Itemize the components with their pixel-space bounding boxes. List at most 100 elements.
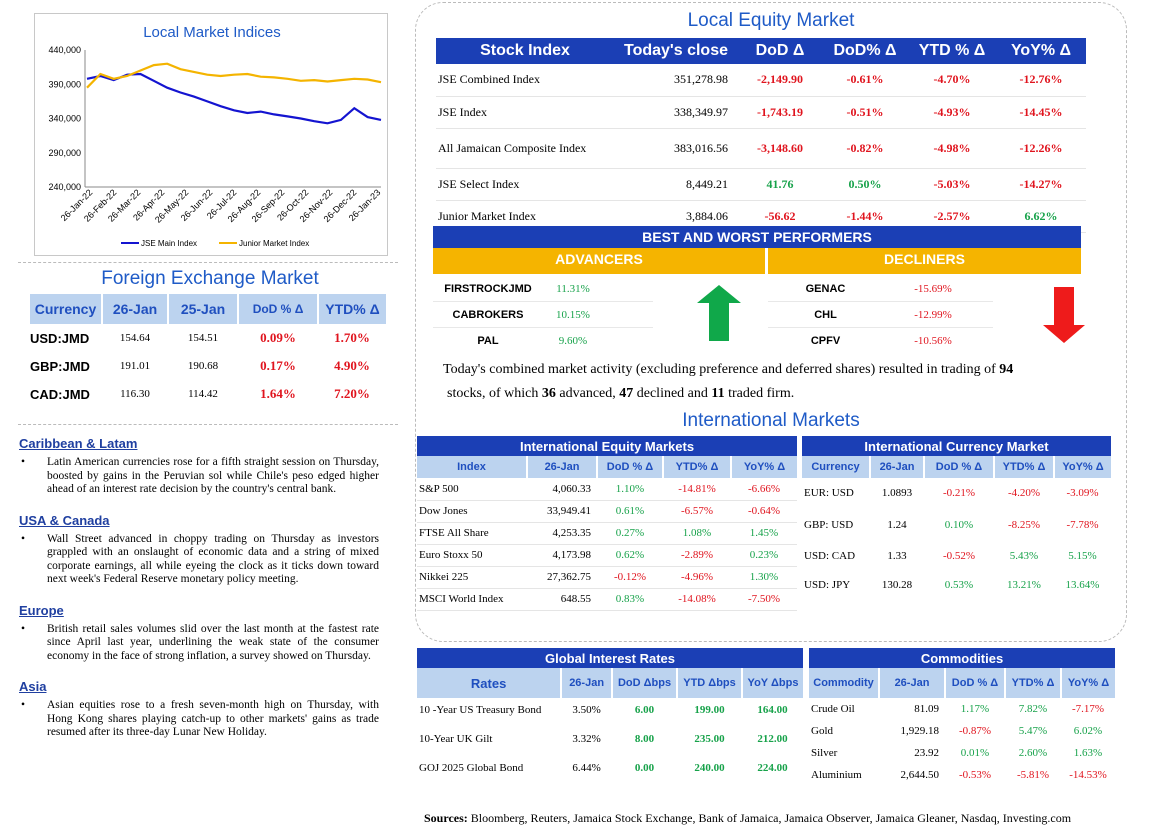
summary-traded: 94 (999, 362, 1014, 377)
intl-equity-cell: -2.89% (663, 544, 731, 567)
commodities-cell: Silver (811, 747, 838, 759)
fx-ytd: 1.70% (334, 330, 370, 345)
intl-equity-row: S&P 500 4,060.33 1.10% -14.81% -6.66% (417, 478, 797, 501)
intl-equity-cell: S&P 500 (417, 478, 527, 501)
commodities-cell: 5.47% (1018, 725, 1048, 737)
decliner-row: GENAC -15.69% (768, 276, 993, 302)
y-tick-label: 390,000 (48, 79, 81, 89)
fx-currency: CAD:JMD (30, 386, 90, 402)
rates-cell: GOJ 2025 Global Bond (419, 762, 524, 774)
intl-equity-cell: 33,949.41 (527, 500, 597, 523)
intl-currency-cell: -8.25% (1007, 518, 1041, 531)
arrow-down-icon (1043, 287, 1085, 343)
commodities-cell: -0.87% (958, 725, 992, 737)
equity-cell: 41.76 (738, 168, 822, 201)
rates-header: 26-Jan (561, 668, 614, 698)
equity-cell: -2,149.90 (738, 64, 822, 97)
equity-header: Stock Index (480, 42, 570, 59)
decliner-change: -10.56% (914, 335, 952, 347)
intl-currency-row: GBP: USD 1.24 0.10% -8.25% -7.78% (802, 508, 1111, 541)
summary-text: Today's combined market activity (exclud… (443, 362, 1000, 377)
news-text: Wall Street advanced in choppy trading o… (19, 533, 379, 587)
market-summary: Today's combined market activity (exclud… (443, 358, 1093, 406)
intl-equity-cell: MSCI World Index (417, 588, 527, 611)
advancer-change: 11.31% (556, 282, 590, 295)
commodities-cell: -14.53% (1069, 769, 1107, 781)
decliner-row: CHL -12.99% (768, 302, 993, 328)
rates-cell: 3.32% (572, 733, 601, 745)
fx-today: 154.64 (119, 332, 151, 344)
equity-header: DoD% Δ (833, 42, 897, 59)
equity-cell: -5.03% (908, 168, 996, 201)
intl-currency-cell: 13.21% (1007, 578, 1041, 591)
fx-header: 25-Jan (168, 294, 239, 324)
intl-equity-cell: -6.57% (663, 500, 731, 523)
commodities-cell: 7.82% (1018, 703, 1048, 715)
intl-equity-cell: -4.96% (663, 566, 731, 589)
advancer-change: 10.15% (556, 308, 590, 321)
fx-ytd: 4.90% (334, 358, 370, 373)
commodities-cell: 0.01% (960, 747, 990, 759)
legend-label: JSE Main Index (141, 239, 197, 248)
rates-cell: 235.00 (694, 733, 725, 745)
advancer-row: CABROKERS 10.15% (433, 302, 653, 328)
equity-row: JSE Combined Index 351,278.98 -2,149.90 -0.… (436, 64, 1086, 97)
intl-equity-cell: 1.45% (731, 522, 797, 545)
intl-currency-cell: -0.21% (942, 487, 976, 499)
intl-equity-cell: -0.12% (597, 566, 663, 589)
intl-equity-cell: 4,060.33 (527, 478, 597, 501)
commodities-row: Crude Oil 81.09 1.17% 7.82% -7.17% (809, 698, 1115, 720)
intl-equity-cell: 648.55 (527, 588, 597, 611)
commodities-header: DoD % Δ (945, 668, 1006, 698)
equity-cell: -0.61% (822, 64, 908, 97)
summary-firm: 11 (711, 386, 725, 401)
intl-equity-cell: -14.08% (663, 588, 731, 611)
commodities-header: YTD% Δ (1005, 668, 1062, 698)
intl-currency-cell: USD: CAD (804, 550, 856, 562)
intl-equity-cell: 1.30% (731, 566, 797, 589)
intl-equity-header: DoD % Δ (597, 456, 664, 478)
fx-title: Foreign Exchange Market (101, 268, 319, 289)
commodities-header: YoY% Δ (1067, 677, 1110, 689)
rates-header: YoY Δbps (747, 677, 799, 689)
equity-cell: -0.82% (822, 128, 908, 169)
chart-title: Local Market Indices (143, 24, 281, 41)
intl-equity-cell: 27,362.75 (527, 566, 597, 589)
rates-header: DoD Δbps (612, 668, 679, 698)
equity-cell: -14.45% (996, 96, 1086, 129)
equity-cell: -14.27% (996, 168, 1086, 201)
intl-equity-cell: 4,253.35 (527, 522, 597, 545)
sources-label: Sources: (424, 811, 468, 825)
news-heading: Caribbean & Latam (19, 436, 138, 451)
intl-currency-row: EUR: USD 1.0893 -0.21% -4.20% -3.09% (802, 478, 1111, 508)
equity-table: Stock Index Today's close DoD Δ DoD% Δ Y… (436, 38, 1086, 233)
fx-header: YTD% Δ (325, 301, 380, 317)
y-tick-label: 290,000 (48, 148, 81, 158)
equity-cell: -0.51% (822, 96, 908, 129)
chart-plot: 440,000390,000340,000290,000240,00026-Ja… (48, 45, 382, 248)
equity-cell: -3,148.60 (738, 128, 822, 169)
fx-dod: 0.09% (260, 330, 296, 345)
fx-row: GBP:JMD 191.01 190.68 0.17% 4.90% (30, 352, 386, 380)
rates-cell: 0.00 (634, 762, 655, 774)
intl-currency-cell: 1.33 (887, 550, 907, 562)
equity-header: Today's close (624, 42, 728, 59)
fx-dod: 0.17% (260, 358, 296, 373)
y-tick-label: 440,000 (48, 45, 81, 55)
equity-row: JSE Select Index 8,449.21 41.76 0.50% -5.03%… (436, 168, 1086, 201)
intl-equity-row: Dow Jones 33,949.41 0.61% -6.57% -0.64% (417, 500, 797, 523)
commodities-cell: -5.81% (1016, 769, 1050, 781)
fx-header: Currency (30, 294, 103, 324)
performers-title: BEST AND WORST PERFORMERS (433, 226, 1081, 248)
advancers-label: ADVANCERS (433, 248, 765, 274)
commodities-header: Commodity (809, 668, 880, 698)
rates-cell: 3.50% (572, 704, 601, 716)
fx-dod: 1.64% (260, 386, 296, 401)
fx-prev: 190.68 (187, 360, 219, 372)
intl-equity-cell: -6.66% (731, 478, 797, 501)
decliner-row: CPFV -10.56% (768, 328, 993, 354)
equity-cell: JSE Index (436, 96, 614, 129)
intl-currency-cell: -3.09% (1066, 487, 1099, 499)
fx-currency: USD:JMD (30, 330, 90, 346)
intl-equity-row: Nikkei 225 27,362.75 -0.12% -4.96% 1.30% (417, 566, 797, 589)
